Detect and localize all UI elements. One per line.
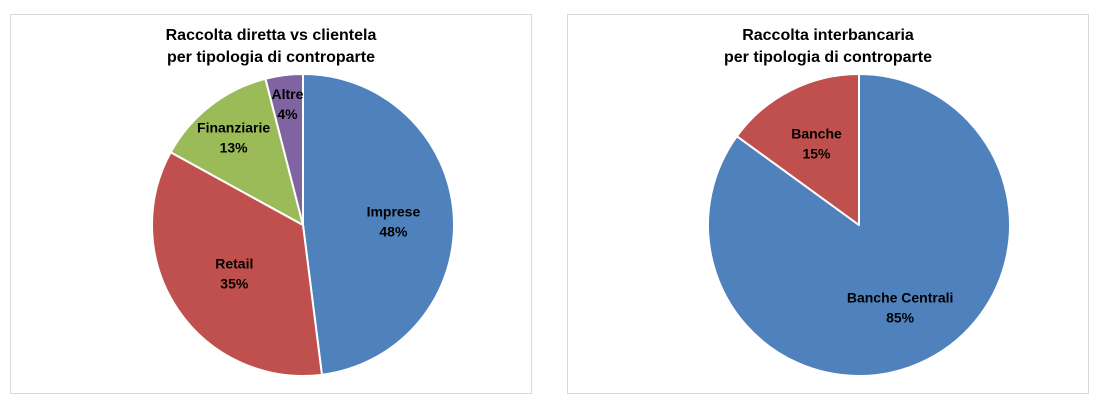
pie-chart: Banche Centrali 85% Banche 15% [707, 73, 1011, 377]
chart-title-line-1: Raccolta interbancaria [742, 27, 914, 44]
chart-title-line-2: per tipologia di controparte [166, 49, 375, 66]
slice-percent-banche: 15% [802, 146, 831, 162]
chart-title-line-2: per tipologia di controparte [723, 49, 932, 66]
slice-percent-imprese: 48% [379, 223, 408, 239]
slice-label-banche: Banche [791, 126, 842, 142]
chart-title-line-1: Raccolta diretta vs clientela [165, 27, 377, 44]
pie-chart: Imprese 48% Retail 35% Finanziarie 13% Altre 4% [151, 73, 455, 377]
pie-slice-banche [735, 73, 860, 226]
pie-slice-finanziarie [169, 77, 304, 226]
slice-percent-banche-centrali: 85% [886, 310, 915, 326]
slice-percent-finanziarie: 13% [220, 140, 249, 156]
chart-panel-counterparty-direct: Raccolta diretta vs clientela per tipolo… [10, 14, 532, 394]
slice-label-finanziarie: Finanziarie [197, 120, 270, 136]
slice-label-altre: Altre [272, 86, 304, 102]
pie-slice-imprese [302, 73, 455, 376]
slice-label-banche-centrali: Banche Centrali [847, 290, 954, 306]
slice-label-imprese: Imprese [367, 203, 421, 219]
slice-percent-retail: 35% [220, 276, 249, 292]
slice-percent-altre: 4% [277, 106, 298, 122]
slice-label-retail: Retail [215, 256, 253, 272]
pie-slice-altre [264, 73, 304, 226]
chart-panel-interbank: Raccolta interbancaria per tipologia di … [567, 14, 1089, 394]
